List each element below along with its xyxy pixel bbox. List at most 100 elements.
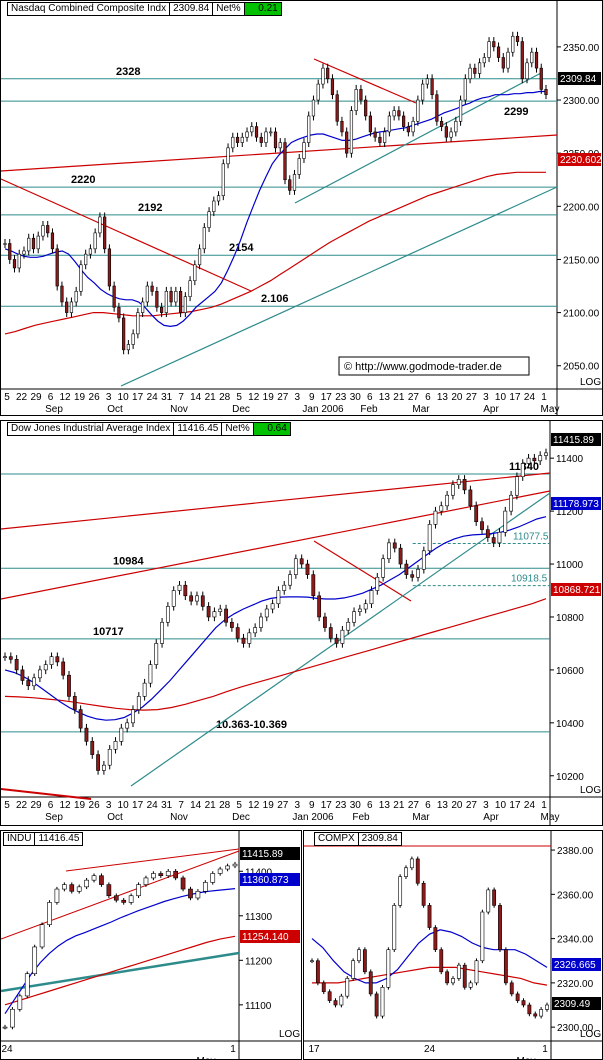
undefined-x-tick-label: 31: [161, 392, 173, 403]
undefined-x-tick-label: 1: [541, 800, 547, 811]
indu-header: INDU 11416.45: [3, 832, 84, 846]
undefined-price-bar: [195, 595, 199, 602]
undefined-price-bar: [458, 99, 463, 122]
undefined-x-tick-label: 24: [424, 1044, 436, 1055]
undefined-x-tick-label: 12: [59, 800, 71, 811]
undefined-x-tick-label: 5: [4, 392, 10, 403]
undefined-price-bar: [497, 531, 502, 544]
undefined-x-month-label: Feb: [352, 812, 370, 823]
undefined-price-bar: [451, 484, 455, 496]
undefined-price-bar: [539, 1009, 544, 1017]
undefined-price-bar: [232, 863, 238, 867]
undefined-trend-line: [1, 178, 252, 292]
undefined-price-bar: [474, 960, 479, 984]
undefined-price-bar: [293, 558, 298, 575]
undefined-price-bar: [225, 865, 230, 870]
undefined-price-bar: [468, 489, 473, 507]
undefined-x-tick-label: 21: [205, 800, 217, 811]
undefined-price-bar: [218, 608, 223, 612]
undefined-price-bar: [55, 248, 59, 287]
undefined-price-bar: [339, 995, 344, 1006]
undefined-price-bar: [41, 225, 45, 237]
undefined-price-bar: [107, 248, 112, 287]
undefined-value-badge: [558, 72, 601, 85]
undefined-x-tick-label: 19: [263, 392, 275, 403]
undefined-price-bar: [136, 884, 141, 897]
undefined-y-tick-label: 11200: [556, 507, 584, 518]
undefined-price-bar: [188, 888, 193, 899]
undefined-price-bar: [482, 57, 486, 64]
undefined-price-bar: [398, 547, 403, 565]
undefined-price-bar: [278, 142, 282, 149]
nasdaq-header: Nasdaq Combined Composite Indx 2309.84 N…: [7, 2, 282, 16]
undefined-price-bar: [10, 1008, 15, 1028]
undefined-price-bar: [26, 680, 31, 687]
undefined-scale-label: LOG: [279, 1029, 300, 1040]
undefined-price-bar: [177, 584, 182, 591]
undefined-value-badge-label: 2326.665: [554, 960, 596, 971]
undefined-price-bar: [345, 978, 350, 997]
undefined-y-tick-label: 10200: [556, 772, 584, 783]
undefined-x-tick-label: 6: [425, 392, 431, 403]
undefined-price-bar: [235, 627, 240, 639]
undefined-x-month-label: Mar: [412, 404, 430, 415]
undefined-price-bar: [520, 463, 525, 477]
undefined-y-tick-label: 11400: [556, 454, 584, 465]
undefined-support-label: 2.106: [261, 293, 289, 305]
undefined-price-bar: [427, 905, 432, 928]
undefined-x-month-label: Dec: [232, 812, 250, 823]
undefined-price-bar: [439, 120, 444, 127]
undefined-price-bar: [8, 656, 13, 660]
undefined-price-bar: [216, 195, 221, 202]
undefined-y-tick-label: 11300: [245, 912, 273, 923]
undefined-price-bar: [307, 115, 311, 143]
undefined-price-bar: [317, 595, 322, 618]
undefined-price-bar: [311, 99, 316, 117]
undefined-moving-average-red: [4, 598, 547, 711]
undefined-price-bar: [503, 510, 508, 533]
undefined-price-bar: [430, 78, 434, 96]
undefined-x-tick-label: 23: [335, 392, 347, 403]
undefined-x-tick-label: 24: [147, 392, 159, 403]
undefined-x-month-label: Mar: [412, 812, 430, 823]
undefined-price-bar: [131, 709, 135, 724]
undefined-price-bar: [527, 1004, 532, 1015]
undefined-price-bar: [36, 235, 40, 250]
undefined-price-bar: [544, 89, 548, 96]
indu-title: INDU: [3, 832, 36, 846]
undefined-price-bar: [328, 627, 333, 639]
undefined-x-tick-label: 17: [308, 1044, 320, 1055]
undefined-price-bar: [47, 902, 52, 925]
undefined-x-tick-label: 17: [509, 800, 521, 811]
undefined-price-bar: [288, 179, 292, 191]
undefined-price-bar: [50, 232, 55, 250]
undefined-price-bar: [154, 643, 159, 665]
undefined-price-bar: [183, 584, 188, 597]
undefined-price-bar: [402, 115, 406, 127]
undefined-price-bar: [323, 616, 327, 628]
undefined-x-tick-label: 24: [147, 800, 159, 811]
undefined-x-tick-label: 3: [483, 800, 489, 811]
undefined-trend-line: [65, 848, 240, 872]
undefined-price-bar: [515, 35, 520, 42]
undefined-x-month-label: Jan 2006: [302, 404, 344, 415]
undefined-support-label: 2192: [138, 202, 162, 214]
undefined-x-tick-label: 19: [74, 392, 86, 403]
undefined-price-bar: [299, 558, 304, 565]
undefined-price-bar: [373, 131, 377, 138]
undefined-price-bar: [333, 1000, 338, 1006]
undefined-price-bar: [202, 227, 206, 250]
undefined-price-bar: [445, 494, 450, 507]
undefined-support-label: 10.363-10.369: [216, 719, 287, 731]
undefined-x-tick-label: 19: [263, 800, 275, 811]
undefined-scale-label: LOG: [580, 377, 601, 388]
undefined-price-bar: [117, 306, 121, 319]
undefined-price-bar: [545, 1004, 549, 1010]
undefined-price-bar: [526, 457, 531, 464]
undefined-price-bar: [14, 659, 19, 671]
undefined-price-bar: [451, 978, 455, 984]
undefined-price-bar: [180, 877, 186, 890]
undefined-x-tick-label: 22: [16, 392, 28, 403]
undefined-price-bar: [60, 285, 64, 303]
